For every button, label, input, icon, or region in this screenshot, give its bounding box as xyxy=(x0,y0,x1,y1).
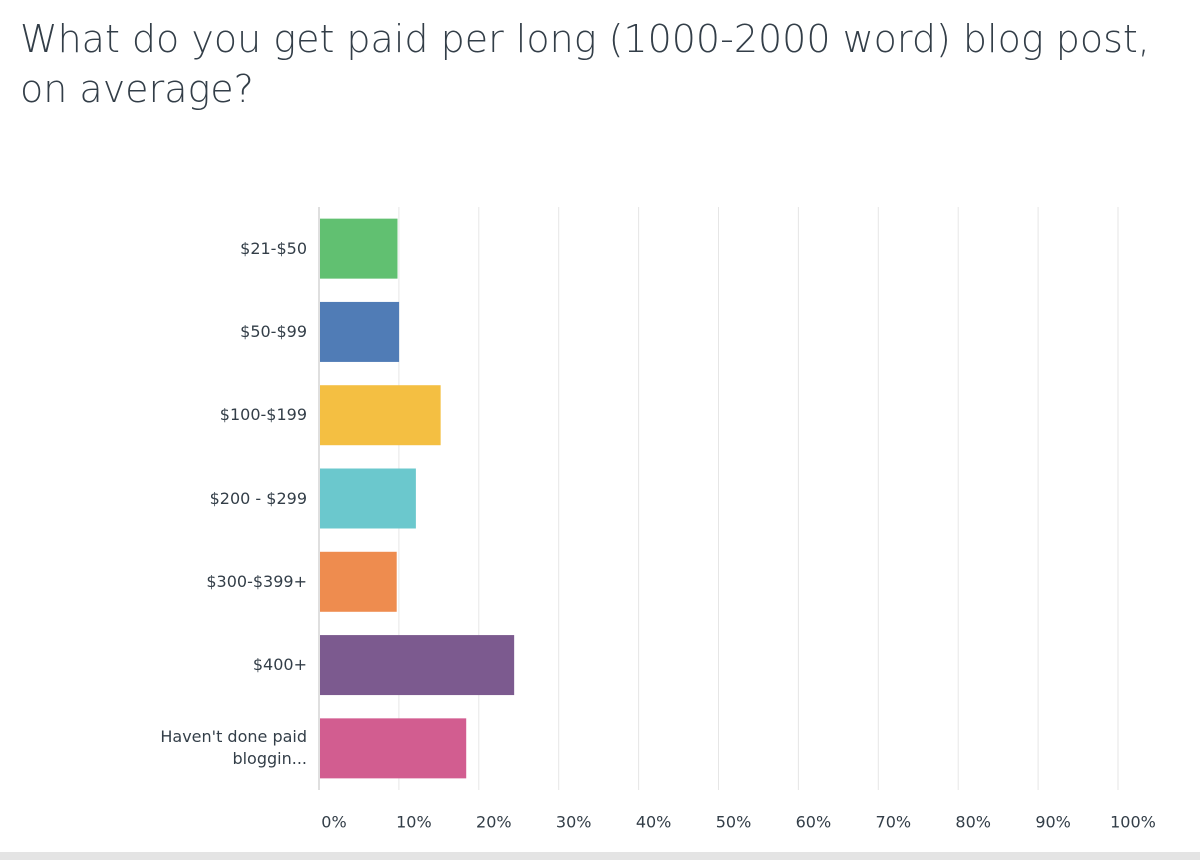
x-tick-label: 60% xyxy=(796,813,832,832)
x-tick-label: 100% xyxy=(1110,813,1156,832)
y-tick-label: $400+ xyxy=(252,655,307,675)
bar xyxy=(320,635,515,696)
y-tick-label: $21-$50 xyxy=(240,238,307,258)
x-tick-label: 10% xyxy=(396,813,432,832)
bar xyxy=(320,718,467,779)
x-tick-label: 40% xyxy=(636,813,672,832)
y-tick-label: Haven't done paid bloggin... xyxy=(160,727,307,769)
bar xyxy=(320,218,398,279)
y-tick-label: $50-$99 xyxy=(240,321,307,341)
x-tick-label: 0% xyxy=(321,813,346,832)
bottom-strip xyxy=(0,852,1200,860)
bar xyxy=(320,468,416,529)
x-tick-label: 70% xyxy=(876,813,912,832)
bar xyxy=(320,551,397,612)
chart-title: What do you get paid per long (1000-2000… xyxy=(20,17,1150,111)
x-tick-label: 90% xyxy=(1035,813,1071,832)
bar xyxy=(320,301,400,362)
y-tick-label: $200 - $299 xyxy=(209,488,307,508)
y-tick-label: $300-$399+ xyxy=(206,571,307,591)
y-tick-label: $100-$199 xyxy=(219,405,307,425)
bar xyxy=(320,385,441,446)
x-tick-label: 80% xyxy=(955,813,991,832)
x-tick-label: 50% xyxy=(716,813,752,832)
x-tick-label: 20% xyxy=(476,813,512,832)
x-tick-label: 30% xyxy=(556,813,592,832)
